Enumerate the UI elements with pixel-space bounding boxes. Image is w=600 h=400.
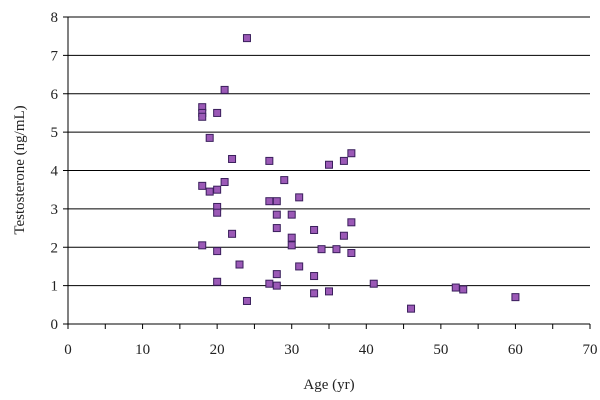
data-point xyxy=(287,233,296,242)
data-points xyxy=(198,34,520,313)
y-tick-label: 3 xyxy=(51,202,59,218)
data-point xyxy=(347,218,356,227)
x-tick-label: 20 xyxy=(210,342,225,358)
data-point xyxy=(265,279,274,288)
x-axis-title: Age (yr) xyxy=(303,377,354,393)
data-point xyxy=(317,245,326,254)
data-point xyxy=(459,285,468,294)
data-point xyxy=(287,241,296,250)
data-point xyxy=(347,249,356,258)
data-point xyxy=(228,154,237,163)
y-axis-title: Testosterone (ng/mL) xyxy=(12,105,28,234)
x-tick-label: 0 xyxy=(64,342,72,358)
data-point xyxy=(295,262,304,271)
y-tick-label: 7 xyxy=(51,48,59,64)
data-point xyxy=(310,289,319,298)
data-point xyxy=(339,231,348,240)
data-point xyxy=(213,185,222,194)
x-tick-label: 40 xyxy=(359,342,374,358)
data-point xyxy=(451,283,460,292)
data-point xyxy=(198,112,207,121)
axes xyxy=(63,16,591,329)
y-tick-label: 5 xyxy=(51,125,59,141)
data-point xyxy=(272,224,281,233)
data-point xyxy=(339,156,348,165)
data-point xyxy=(310,225,319,234)
data-point xyxy=(325,287,333,296)
data-point xyxy=(220,85,229,94)
data-point xyxy=(198,241,207,250)
data-point xyxy=(242,34,251,43)
data-point xyxy=(369,279,378,288)
x-tick-label: 10 xyxy=(135,342,150,358)
data-point xyxy=(213,277,222,286)
data-point xyxy=(205,133,214,142)
x-tick-label: 70 xyxy=(583,342,598,358)
data-point xyxy=(205,187,214,196)
data-point xyxy=(332,245,341,254)
x-tick-label: 30 xyxy=(284,342,299,358)
y-tick-label: 4 xyxy=(51,164,59,180)
data-point xyxy=(347,149,356,158)
data-point xyxy=(295,193,304,202)
data-point xyxy=(511,293,520,302)
data-point xyxy=(213,108,222,117)
data-point xyxy=(310,272,319,281)
data-point xyxy=(220,178,229,187)
gridlines xyxy=(68,16,590,287)
data-point xyxy=(272,197,281,206)
data-point xyxy=(213,247,222,256)
data-point xyxy=(198,181,207,190)
y-tick-label: 6 xyxy=(51,87,59,103)
data-point xyxy=(280,176,289,185)
data-point xyxy=(272,281,281,290)
data-point xyxy=(265,197,274,206)
x-tick-label: 50 xyxy=(433,342,448,358)
y-tick-label: 8 xyxy=(51,10,59,26)
data-point xyxy=(235,260,244,269)
data-point xyxy=(265,156,274,165)
data-point xyxy=(272,210,281,219)
y-tick-label: 2 xyxy=(51,240,59,256)
data-point xyxy=(325,160,333,169)
y-tick-label: 0 xyxy=(51,317,59,333)
data-point xyxy=(287,210,296,219)
y-tick-label: 1 xyxy=(51,279,59,295)
data-point xyxy=(407,304,416,313)
data-point xyxy=(228,229,237,238)
tick-labels: 0 1 2 3 4 5 6 7 8 0 10 20 30 40 50 60 70 xyxy=(51,10,598,358)
data-point xyxy=(242,296,251,305)
data-point xyxy=(213,208,222,217)
x-tick-label: 60 xyxy=(508,342,523,358)
data-point xyxy=(272,270,281,279)
